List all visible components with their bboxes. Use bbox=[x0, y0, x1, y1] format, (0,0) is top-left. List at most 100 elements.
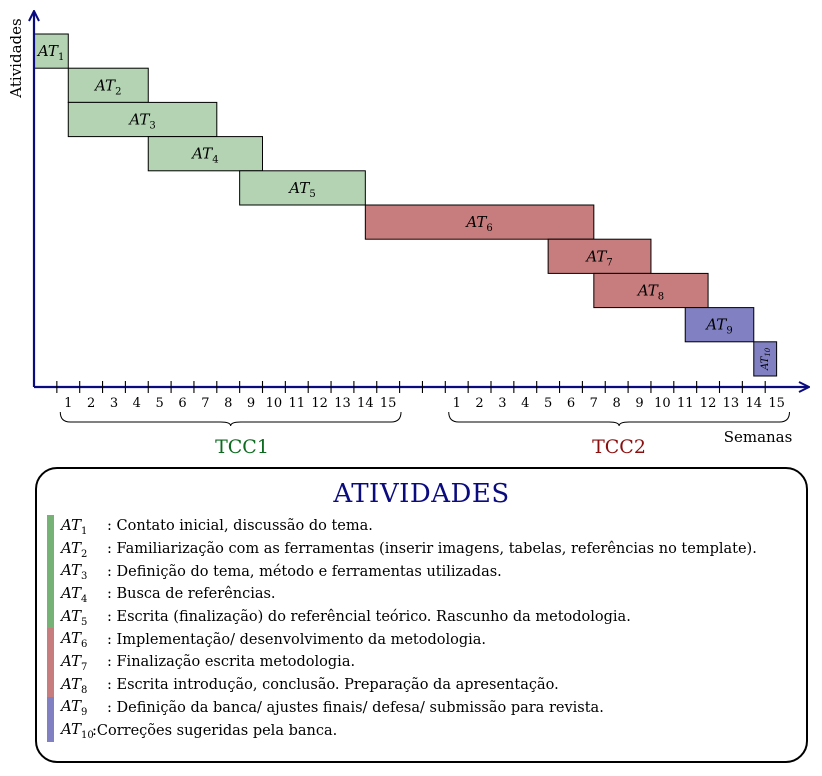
task-bars: AT1 AT2 AT3 AT4 AT5 AT6 AT7 AT8 AT9 AT10 bbox=[33, 33, 778, 377]
task-label: AT2 bbox=[93, 76, 121, 97]
week-tick-label: 5 bbox=[156, 396, 164, 411]
legend-text: : Escrita (finalização) do referêncial t… bbox=[107, 609, 631, 626]
legend-item: AT8 : Escrita introdução, conclusão. Prep… bbox=[47, 673, 798, 697]
week-tick-label: 11 bbox=[677, 396, 694, 411]
legend-code: AT2 bbox=[61, 538, 88, 560]
task-bar bbox=[67, 101, 218, 138]
week-tick-label: 10 bbox=[654, 396, 671, 411]
task-label: AT1 bbox=[36, 42, 64, 63]
task-bar bbox=[239, 170, 366, 206]
week-tick-label: 5 bbox=[544, 396, 552, 411]
week-tick-label: 3 bbox=[110, 396, 118, 411]
legend-item: AT5: Escrita (finalização) do referência… bbox=[47, 605, 798, 629]
week-tick-label: 10 bbox=[266, 396, 283, 411]
task-label: AT5 bbox=[287, 179, 315, 200]
week-tick-label: 9 bbox=[247, 396, 255, 411]
task-label: AT10 bbox=[760, 347, 772, 371]
x-axis-label: Semanas bbox=[724, 428, 793, 446]
week-tick-label: 12 bbox=[700, 396, 717, 411]
legend-text: : Implementação/ desenvolvimento da meto… bbox=[107, 631, 487, 648]
legend-item: AT2 : Familiarização com as ferramentas (… bbox=[47, 537, 798, 561]
legend-code: AT10 bbox=[61, 720, 94, 742]
legend-code: AT6 bbox=[61, 629, 88, 651]
legend-code: AT3 bbox=[61, 561, 88, 583]
legend-text: : Familiarização com as ferramentas (ins… bbox=[107, 541, 757, 558]
week-tick-label: 7 bbox=[590, 396, 598, 411]
legend-color-bar bbox=[47, 583, 54, 606]
task-bar bbox=[364, 204, 595, 240]
legend-color-bar bbox=[47, 651, 54, 674]
week-tick-label: 1 bbox=[453, 396, 461, 411]
task-bar bbox=[684, 307, 755, 343]
week-tick-label: 4 bbox=[133, 396, 141, 411]
legend-title: ATIVIDADES bbox=[333, 479, 510, 509]
week-tick-label: 2 bbox=[475, 396, 483, 411]
task-bar bbox=[547, 238, 652, 274]
week-tick-label: 13 bbox=[723, 396, 740, 411]
task-label: AT4 bbox=[190, 145, 218, 166]
week-tick-label: 11 bbox=[289, 396, 306, 411]
task-label: AT9 bbox=[704, 316, 732, 337]
legend-color-bar bbox=[47, 515, 54, 538]
week-tick-label: 3 bbox=[498, 396, 506, 411]
legend-color-bar bbox=[47, 696, 54, 720]
task-label: AT3 bbox=[127, 111, 155, 132]
group-label-tcc1: TCC1 bbox=[215, 436, 269, 458]
group-brace bbox=[448, 411, 790, 427]
legend-color-bar bbox=[47, 560, 54, 584]
legend-item: AT1 : Contato inicial, discussão do tema. bbox=[47, 515, 798, 538]
legend-color-bar bbox=[47, 719, 54, 742]
week-tick-label: 4 bbox=[521, 396, 529, 411]
legend-code: AT1 bbox=[61, 515, 88, 537]
task-bar bbox=[753, 341, 778, 377]
week-tick-label: 2 bbox=[87, 396, 95, 411]
legend-text: : Definição do tema, método e ferramenta… bbox=[107, 563, 502, 580]
week-tick-label: 15 bbox=[380, 396, 397, 411]
group-brace bbox=[59, 411, 402, 427]
week-tick-label: 14 bbox=[357, 396, 374, 411]
week-tick-label: 8 bbox=[224, 396, 232, 411]
legend-item: AT6 : Implementação/ desenvolvimento da m… bbox=[47, 628, 798, 652]
week-tick-label: 7 bbox=[201, 396, 209, 411]
legend-text: : Definição da banca/ ajustes finais/ de… bbox=[107, 699, 604, 716]
legend-text: : Contato inicial, discussão do tema. bbox=[107, 518, 373, 535]
legend-item: AT3 : Definição do tema, método e ferrame… bbox=[47, 560, 798, 584]
task-label: AT8 bbox=[636, 282, 664, 303]
task-label: AT6 bbox=[464, 213, 492, 234]
legend-code: AT7 bbox=[61, 651, 88, 673]
legend-color-bar bbox=[47, 628, 54, 652]
task-bar bbox=[147, 136, 263, 172]
legend-code: AT4 bbox=[61, 583, 88, 605]
week-tick-label: 9 bbox=[635, 396, 643, 411]
week-tick-label: 6 bbox=[567, 396, 575, 411]
week-tick-label: 6 bbox=[178, 396, 186, 411]
legend-box: ATIVIDADES AT1 : Contato inicial, discuss… bbox=[35, 467, 808, 763]
legend-code: AT8 bbox=[61, 674, 88, 696]
week-tick-label: 13 bbox=[334, 396, 351, 411]
week-tick-label: 14 bbox=[746, 396, 763, 411]
week-tick-label: 8 bbox=[613, 396, 621, 411]
legend-text: :Correções sugeridas pela banca. bbox=[92, 722, 338, 739]
legend-text: : Escrita introdução, conclusão. Prepara… bbox=[107, 677, 559, 694]
week-tick-label: 12 bbox=[311, 396, 328, 411]
week-tick-label: 15 bbox=[768, 396, 785, 411]
week-tick-label: 1 bbox=[64, 396, 72, 411]
legend-item: AT10:Correções sugeridas pela banca. bbox=[47, 719, 798, 742]
legend-item: AT4 : Busca de referências. bbox=[47, 583, 798, 606]
legend-item: AT7: Finalização escrita metodologia. bbox=[47, 651, 798, 674]
week-ticks: 1 2 3 4 5 6 7 8 9 10 11 12 13 14 15 1 2 3 4 5 6 7 8 9 10 11 12 13 14… bbox=[56, 381, 785, 411]
legend-color-bar bbox=[47, 605, 54, 629]
legend-item: AT9 : Definição da banca/ ajustes finais/… bbox=[47, 696, 798, 720]
legend-color-bar bbox=[47, 537, 54, 561]
task-bar bbox=[67, 67, 149, 103]
legend-color-bar bbox=[47, 673, 54, 697]
task-label: AT7 bbox=[584, 247, 612, 268]
task-bar bbox=[593, 272, 709, 309]
y-axis-label: Atividades bbox=[7, 18, 25, 98]
group-label-tcc2: TCC2 bbox=[592, 436, 646, 458]
legend-list: AT1 : Contato inicial, discussão do tema.… bbox=[47, 515, 798, 742]
legend-text: : Busca de referências. bbox=[107, 586, 276, 603]
legend-code: AT9 bbox=[61, 697, 88, 719]
group-braces bbox=[59, 411, 790, 427]
